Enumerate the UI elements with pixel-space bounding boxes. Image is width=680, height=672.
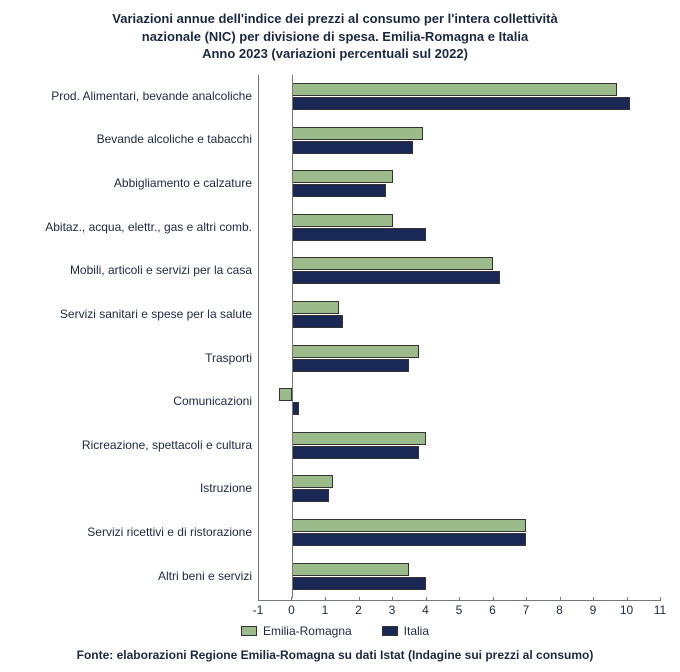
title-line-1: Variazioni annue dell'indice dei prezzi … [112, 11, 557, 26]
legend: Emilia-Romagna Italia [10, 624, 660, 638]
bar-group [259, 432, 660, 459]
x-tick-label: 5 [456, 603, 463, 617]
x-tick-line [526, 597, 527, 601]
x-tick-label: 0 [288, 603, 295, 617]
bar-group [259, 214, 660, 241]
legend-item: Emilia-Romagna [241, 624, 352, 638]
x-tick-label: 4 [422, 603, 429, 617]
bar [292, 446, 419, 459]
x-tick-label: 11 [654, 603, 666, 617]
bar [292, 533, 526, 546]
bar [292, 563, 409, 576]
bar [292, 271, 499, 284]
bar-group [259, 345, 660, 372]
x-tick-line [593, 597, 594, 601]
bar [292, 301, 339, 314]
y-label: Servizi ricettivi e di ristorazione [10, 526, 252, 539]
x-tick-line [560, 597, 561, 601]
x-tick-line [459, 597, 460, 601]
bar [292, 214, 392, 227]
y-label: Abbigliamento e calzature [10, 177, 252, 190]
x-tick-line [359, 597, 360, 601]
x-tick-line [291, 597, 292, 601]
x-tick-line [660, 597, 661, 601]
bar [292, 577, 426, 590]
bar-group [259, 563, 660, 590]
chart-source: Fonte: elaborazioni Regione Emilia-Romag… [10, 648, 660, 662]
x-tick-line [493, 597, 494, 601]
legend-swatch [241, 626, 257, 636]
x-tick-label: 2 [355, 603, 362, 617]
x-spacer [10, 600, 258, 618]
bar-group [259, 388, 660, 415]
y-label: Comunicazioni [10, 395, 252, 408]
bar-group [259, 475, 660, 502]
x-tick-label: 1 [322, 603, 329, 617]
plot: Prod. Alimentari, bevande analcoliche Bev… [10, 75, 660, 618]
y-label: Abitaz., acqua, elettr., gas e altri com… [10, 221, 252, 234]
bar-group [259, 519, 660, 546]
x-tick-line [258, 597, 259, 601]
x-tick-label: -1 [253, 603, 264, 617]
x-tick-line [627, 597, 628, 601]
bar-group [259, 83, 660, 110]
chart-title: Variazioni annue dell'indice dei prezzi … [10, 10, 660, 63]
y-label: Mobili, articoli e servizi per la casa [10, 264, 252, 277]
bar [292, 257, 493, 270]
x-tick-label: 9 [590, 603, 597, 617]
y-axis-labels: Prod. Alimentari, bevande analcoliche Bev… [10, 75, 258, 598]
y-label: Servizi sanitari e spese per la salute [10, 308, 252, 321]
y-label: Ricreazione, spettacoli e cultura [10, 439, 252, 452]
chart-container: Variazioni annue dell'indice dei prezzi … [0, 0, 680, 672]
bar-group [259, 127, 660, 154]
bar [292, 519, 526, 532]
legend-label: Italia [404, 624, 429, 638]
x-axis: -101234567891011 [10, 600, 660, 618]
bar [292, 489, 329, 502]
bar [292, 141, 412, 154]
bar [292, 359, 409, 372]
y-label: Bevande alcoliche e tabacchi [10, 133, 252, 146]
bar-group [259, 257, 660, 284]
y-label: Istruzione [10, 482, 252, 495]
bar [292, 184, 386, 197]
plot-area: Prod. Alimentari, bevande analcoliche Bev… [10, 75, 660, 598]
x-tick-label: 8 [556, 603, 563, 617]
title-line-2: nazionale (NIC) per divisione di spesa. … [142, 29, 529, 44]
y-label: Prod. Alimentari, bevande analcoliche [10, 90, 252, 103]
y-label: Altri beni e servizi [10, 570, 252, 583]
bar [292, 170, 392, 183]
bar [279, 388, 292, 401]
x-tick-line [426, 597, 427, 601]
bar [292, 345, 419, 358]
legend-label: Emilia-Romagna [263, 624, 352, 638]
bars-container [258, 75, 660, 598]
x-tick-label: 7 [523, 603, 530, 617]
bar [292, 97, 630, 110]
bars [259, 75, 660, 598]
legend-item: Italia [382, 624, 429, 638]
x-tick-line [392, 597, 393, 601]
bar-group [259, 170, 660, 197]
bar [292, 315, 342, 328]
x-tick-label: 3 [389, 603, 396, 617]
bar [292, 432, 426, 445]
x-tick-line [325, 597, 326, 601]
title-line-3: Anno 2023 (variazioni percentuali sul 20… [202, 46, 468, 61]
bar [292, 402, 299, 415]
x-tick-label: 6 [489, 603, 496, 617]
y-label: Trasporti [10, 352, 252, 365]
bar-group [259, 301, 660, 328]
bar [292, 228, 426, 241]
zero-line [292, 75, 293, 598]
x-ticks: -101234567891011 [258, 600, 660, 618]
bar [292, 83, 616, 96]
bar [292, 475, 332, 488]
legend-swatch [382, 626, 398, 636]
bar [292, 127, 422, 140]
x-tick-label: 10 [620, 603, 633, 617]
